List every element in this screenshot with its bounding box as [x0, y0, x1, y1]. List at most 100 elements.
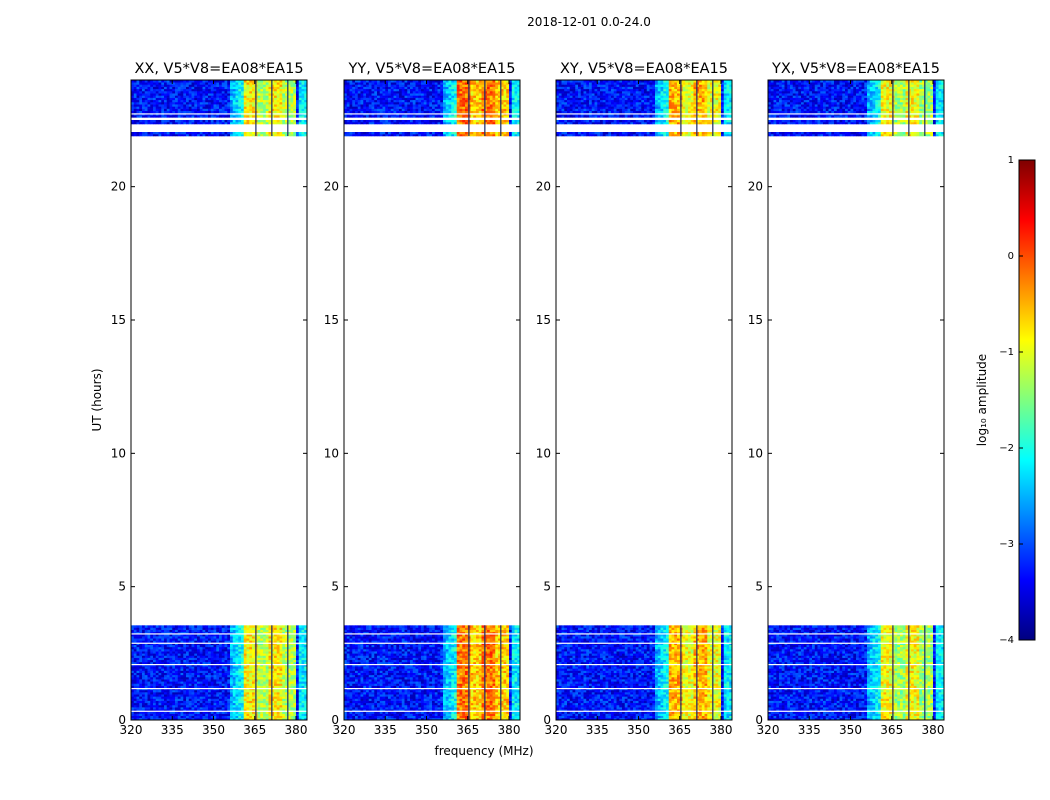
heatmap-cell — [241, 115, 245, 118]
heatmap-cell — [263, 629, 267, 633]
heatmap-cell — [252, 685, 256, 689]
heatmap-cell — [252, 707, 256, 710]
heatmap-cell — [287, 655, 291, 658]
heatmap-cell — [139, 88, 143, 92]
heatmap-cell — [290, 702, 294, 706]
heatmap-cell — [166, 633, 170, 637]
heatmap-cell — [301, 683, 305, 686]
heatmap-cell — [360, 692, 364, 695]
heatmap-cell — [252, 676, 256, 680]
heatmap-cell — [235, 101, 239, 105]
heatmap-cell — [172, 692, 176, 695]
heatmap-cell — [241, 633, 245, 637]
heatmap-cell — [147, 638, 151, 641]
heatmap-cell — [230, 640, 234, 643]
heatmap-cell — [216, 694, 220, 697]
heatmap-cell — [219, 646, 223, 650]
heatmap-cell — [366, 715, 370, 719]
heatmap-cell — [172, 82, 176, 85]
heatmap-cell — [293, 666, 297, 669]
heatmap-cell — [175, 640, 179, 643]
heatmap-cell — [166, 110, 170, 114]
heatmap-cell — [153, 664, 157, 667]
heatmap-cell — [298, 134, 302, 137]
heatmap-cell — [202, 696, 206, 699]
heatmap-cell — [301, 700, 305, 704]
heatmap-cell — [377, 702, 381, 706]
heatmap-cell — [410, 709, 414, 712]
channel-gap-line — [271, 625, 273, 720]
heatmap-cell — [219, 668, 223, 671]
heatmap-cell — [246, 82, 250, 85]
heatmap-cell — [304, 90, 308, 94]
heatmap-cell — [399, 704, 403, 708]
heatmap-cell — [418, 704, 422, 708]
heatmap-cell — [293, 90, 297, 94]
heatmap-cell — [371, 698, 375, 701]
heatmap-cell — [180, 664, 184, 667]
heatmap-cell — [503, 717, 507, 721]
heatmap-cell — [379, 713, 383, 716]
heatmap-cell — [290, 704, 294, 708]
heatmap-cell — [238, 93, 242, 96]
heatmap-cell — [197, 711, 201, 714]
heatmap-cell — [238, 692, 242, 695]
heatmap-cell — [219, 90, 223, 94]
heatmap-cell — [235, 674, 239, 678]
heatmap-cell — [287, 88, 291, 92]
heatmap-cell — [287, 661, 291, 665]
heatmap-cell — [197, 97, 201, 101]
heatmap-cell — [199, 702, 203, 706]
heatmap-cell — [268, 134, 272, 137]
heatmap-cell — [451, 700, 455, 704]
heatmap-cell — [216, 707, 220, 710]
heatmap-cell — [268, 106, 272, 109]
heatmap-cell — [285, 132, 289, 135]
heatmap-cell — [191, 90, 195, 94]
heatmap-cell — [147, 717, 151, 721]
heatmap-cell — [238, 681, 242, 684]
heatmap-cell — [147, 709, 151, 712]
heatmap-cell — [202, 122, 206, 125]
heatmap-cell — [216, 638, 220, 641]
heatmap-cell — [155, 700, 159, 704]
heatmap-cell — [462, 700, 466, 704]
heatmap-cell — [459, 715, 463, 719]
heatmap-cell — [210, 683, 214, 686]
heatmap-cell — [158, 657, 162, 661]
heatmap-cell — [268, 84, 272, 87]
heatmap-cell — [238, 707, 242, 710]
heatmap-cell — [511, 700, 515, 704]
heatmap-cell — [161, 715, 165, 719]
heatmap-cell — [142, 88, 146, 92]
heatmap-cell — [287, 672, 291, 676]
heatmap-cell — [194, 95, 198, 98]
heatmap-cell — [456, 717, 460, 721]
heatmap-cell — [150, 683, 154, 686]
heatmap-cell — [191, 625, 195, 628]
heatmap-cell — [213, 97, 217, 101]
heatmap-cell — [368, 715, 372, 719]
heatmap-cell — [186, 122, 190, 125]
heatmap-cell — [274, 90, 278, 94]
heatmap-cell — [180, 101, 184, 105]
heatmap-cell — [290, 653, 294, 656]
heatmap-cell — [282, 694, 286, 697]
heatmap-cell — [188, 104, 192, 107]
heatmap-cell — [139, 711, 143, 714]
heatmap-cell — [186, 84, 190, 87]
heatmap-cell — [208, 86, 212, 90]
heatmap-cell — [246, 80, 250, 83]
heatmap-cell — [404, 715, 408, 719]
heatmap-cell — [495, 715, 499, 719]
heatmap-cell — [142, 715, 146, 719]
heatmap-cell — [144, 132, 148, 135]
heatmap-cell — [232, 694, 236, 697]
heatmap-cell — [279, 715, 283, 719]
heatmap-cell — [282, 704, 286, 708]
heatmap-cell — [224, 661, 228, 665]
heatmap-cell — [221, 134, 225, 137]
heatmap-cell — [144, 625, 148, 628]
heatmap-cell — [161, 636, 165, 639]
heatmap-cell — [517, 698, 521, 701]
